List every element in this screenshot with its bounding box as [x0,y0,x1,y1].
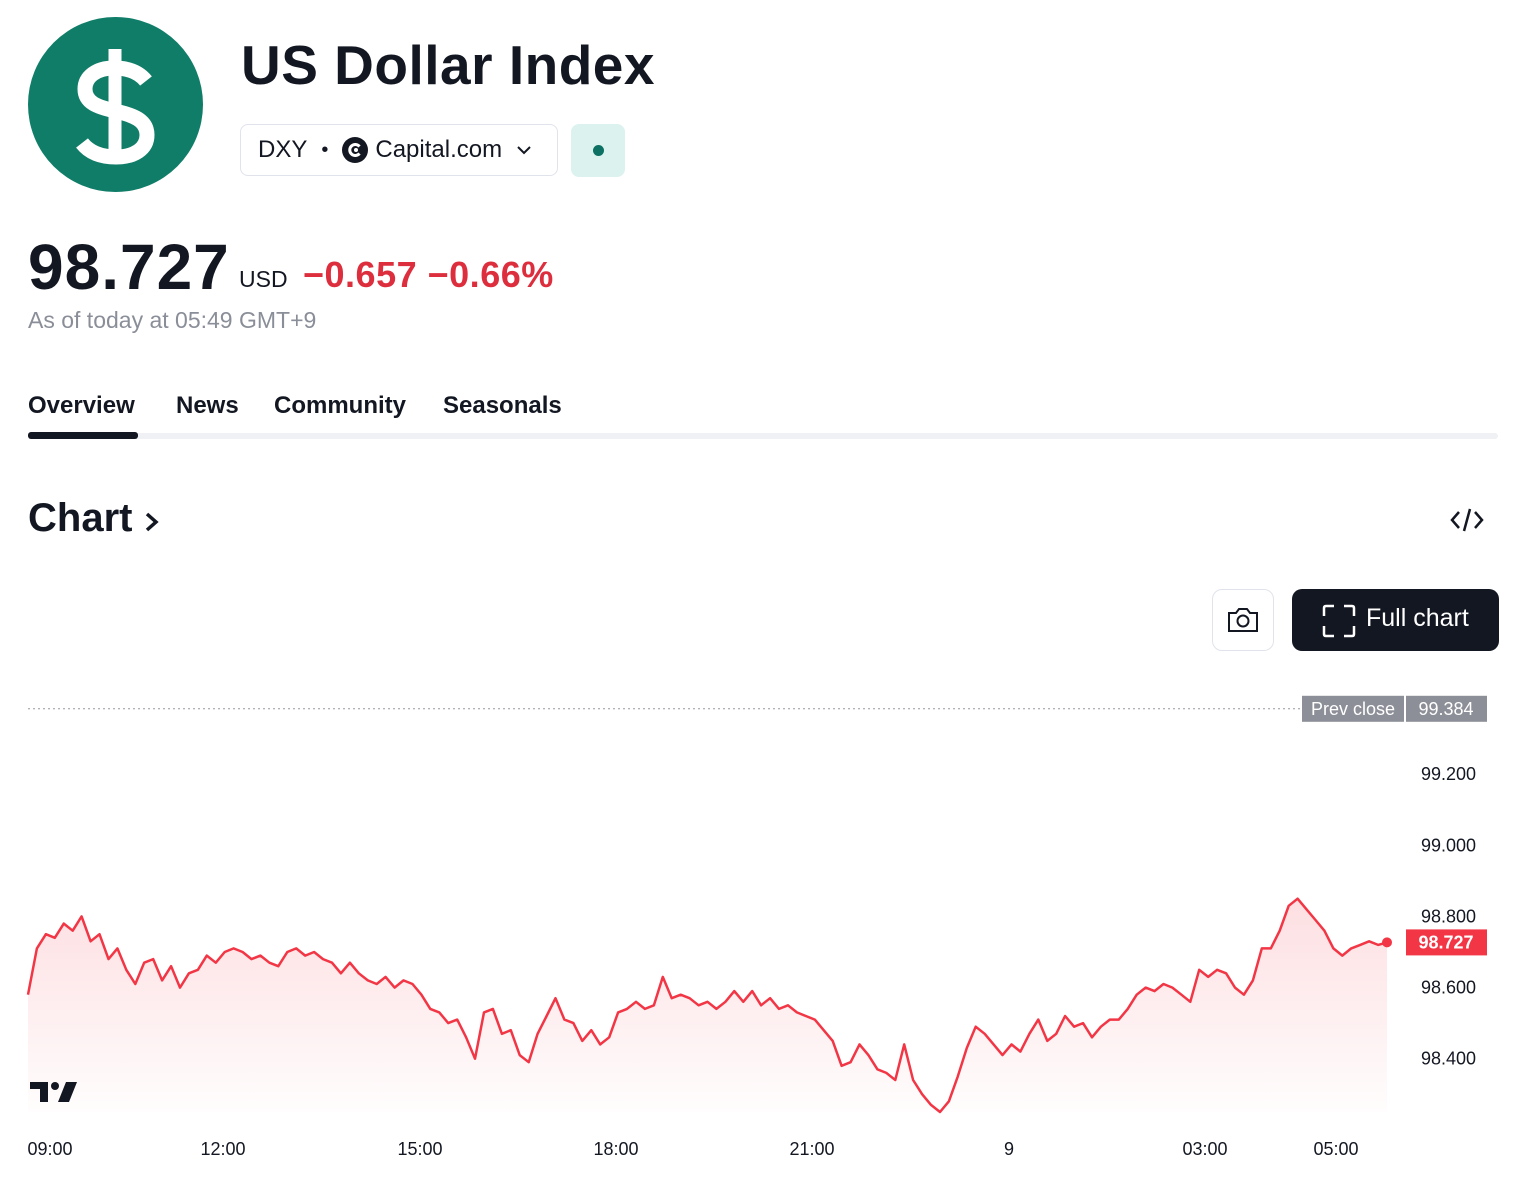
last-price-dot [1382,937,1392,948]
tab-community[interactable]: Community [274,392,406,419]
prev-close-value: 99.384 [1418,699,1473,719]
camera-icon [1228,608,1258,632]
last-price-label-bg [1406,929,1487,956]
x-tick-label: 12:00 [200,1139,245,1159]
symbol-ticker: DXY [258,136,308,163]
prev-close-value-bg [1406,695,1487,722]
tradingview-logo-icon[interactable] [30,1080,78,1104]
quote-timestamp: As of today at 05:49 GMT+9 [28,307,317,333]
x-tick-label: 18:00 [593,1139,638,1159]
capital-com-logo-icon [342,137,369,163]
price-change-pct: −0.66% [427,254,554,295]
dollar-logo [28,17,203,192]
last-price-label-group: 98.727 [1406,929,1487,956]
tab-news[interactable]: News [176,392,239,419]
market-status-button[interactable] [571,124,625,177]
symbol-exchange-selector[interactable]: DXY • Capital.com [240,124,558,176]
x-tick-label: 9 [1004,1139,1014,1159]
price-area-fill [28,898,1387,1112]
chart-section-heading[interactable]: Chart [28,496,133,540]
price-line [26,897,1388,1114]
y-tick-label: 99.000 [1421,835,1476,855]
market-open-dot-icon [593,145,604,156]
fullscreen-icon [1322,604,1356,638]
y-tick-label: 99.200 [1421,764,1476,784]
x-tick-label: 05:00 [1313,1139,1358,1159]
dollar-sign-icon [76,49,155,165]
x-tick-label: 03:00 [1182,1139,1227,1159]
snapshot-button[interactable] [1212,589,1274,651]
chevron-down-icon [517,146,531,155]
x-tick-label: 21:00 [789,1139,834,1159]
y-tick-label: 98.800 [1421,906,1476,926]
x-tick-label: 15:00 [397,1139,442,1159]
page-title: US Dollar Index [241,34,655,96]
active-tab-indicator [28,432,138,439]
y-tick-label: 98.600 [1421,978,1476,998]
tab-bar: Overview News Community Seasonals [28,388,1498,440]
price-chart[interactable]: Prev close 99.384 99.200 99.000 98.800 98.6… [0,670,1536,1170]
price-currency: USD [239,266,288,292]
chevron-right-icon[interactable] [143,508,161,536]
y-tick-label: 98.400 [1421,1049,1476,1069]
price-change-abs: −0.657 [303,254,418,295]
x-axis: 09:00 12:00 15:00 18:00 21:00 9 03:00 05:00 [27,1139,1358,1159]
prev-close-label-bg [1302,695,1404,722]
prev-close-label: Prev close [1311,699,1395,719]
price-change: −0.657 −0.66% [303,254,554,296]
y-axis: 99.200 99.000 98.800 98.600 98.400 [1421,764,1476,1068]
tab-bar-divider [28,433,1498,439]
last-price: 98.727 [28,231,230,303]
x-tick-label: 09:00 [27,1139,72,1159]
full-chart-button[interactable]: Full chart [1292,589,1499,651]
last-price-label: 98.727 [1418,932,1473,952]
exchange-name: Capital.com [375,136,503,163]
symbol-separator: • [321,138,329,161]
tab-overview[interactable]: Overview [28,392,135,419]
code-embed-icon[interactable] [1449,505,1485,535]
tab-seasonals[interactable]: Seasonals [443,392,562,419]
full-chart-label: Full chart [1366,604,1469,632]
prev-close-group: Prev close 99.384 [28,695,1487,722]
